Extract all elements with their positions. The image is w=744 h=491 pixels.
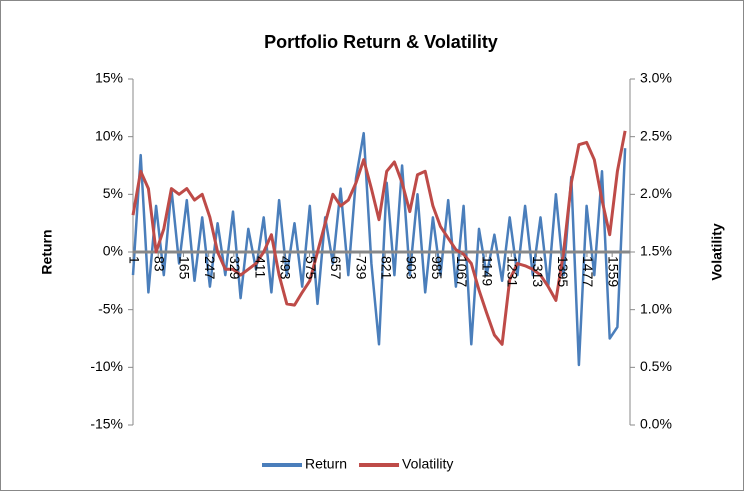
- x-tick-label: 83: [152, 256, 168, 272]
- y2-tick-label: 2.0%: [640, 185, 672, 201]
- x-tick-label: 1395: [555, 256, 571, 287]
- y-axis-label: Return: [39, 229, 55, 274]
- y-tick-label: 5%: [103, 185, 123, 201]
- y2-axis-label: Volatility: [709, 223, 725, 281]
- x-tick-label: 1477: [580, 256, 596, 287]
- x-tick-label: 493: [278, 256, 294, 280]
- y-tick-label: -15%: [90, 416, 123, 432]
- x-tick-label: 903: [404, 256, 420, 280]
- y2-tick-label: 2.5%: [640, 127, 672, 143]
- y-tick-label: 15%: [95, 70, 123, 86]
- x-tick-label: 165: [177, 256, 193, 280]
- x-tick-label: 575: [303, 256, 319, 280]
- y-tick-label: -10%: [90, 358, 123, 374]
- y2-tick-label: 3.0%: [640, 70, 672, 86]
- x-tick-label: 657: [328, 256, 344, 280]
- y2-tick-label: 1.0%: [640, 300, 672, 316]
- x-tick-label: 1231: [505, 256, 521, 287]
- series-line: [131, 130, 627, 346]
- x-tick-label: 247: [202, 256, 218, 280]
- x-tick-label: 821: [378, 256, 394, 280]
- x-tick-label: 329: [227, 256, 243, 280]
- x-tick-label: 1: [126, 256, 142, 264]
- legend-label: Volatility: [402, 456, 453, 472]
- y2-tick-label: 0.0%: [640, 416, 672, 432]
- x-tick-label: 1559: [605, 256, 621, 287]
- y2-tick-label: 0.5%: [640, 358, 672, 374]
- y-tick-label: 0%: [103, 243, 123, 259]
- x-tick-label: 1067: [454, 256, 470, 287]
- y-tick-label: 10%: [95, 127, 123, 143]
- chart-title: Portfolio Return & Volatility: [264, 32, 498, 52]
- x-tick-label: 739: [353, 256, 369, 280]
- y-tick-label: -5%: [98, 300, 123, 316]
- y2-tick-label: 1.5%: [640, 243, 672, 259]
- x-tick-label: 1149: [479, 256, 495, 286]
- x-tick-label: 1313: [530, 256, 546, 287]
- x-tick-label: 985: [429, 256, 445, 280]
- x-tick-label: 411: [252, 256, 268, 279]
- legend-label: Return: [305, 456, 347, 472]
